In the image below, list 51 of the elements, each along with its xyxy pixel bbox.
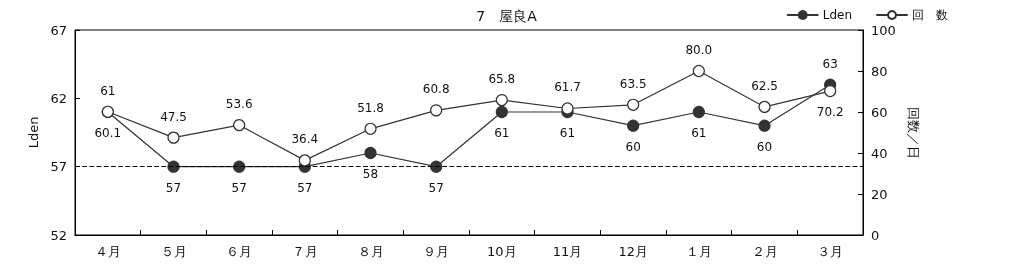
data-label: 61 — [559, 126, 576, 141]
data-label: 60.1 — [94, 125, 122, 140]
y2-axis-title: 回数／日 — [905, 106, 921, 159]
data-label: 60 — [625, 139, 641, 154]
data-label: 60 — [756, 139, 773, 154]
data-label: 61.7 — [554, 80, 581, 95]
data-label: 57 — [297, 180, 313, 195]
x-tick-label: ４月 — [94, 244, 121, 259]
data-label: 51.8 — [357, 100, 384, 115]
y2-tick-label: 40 — [871, 145, 888, 161]
y2-tick-label: 100 — [871, 22, 896, 38]
data-label: 61 — [100, 83, 116, 98]
y2-tick-label: 0 — [871, 227, 880, 243]
legend-label: Lden — [822, 8, 853, 22]
y2-tick-label: 80 — [871, 63, 888, 79]
data-label: 70.2 — [816, 105, 844, 120]
x-tick-label: １月 — [685, 244, 712, 259]
data-label: 57 — [428, 180, 444, 195]
data-label: 62.5 — [751, 78, 778, 93]
x-tick-label: ７月 — [291, 244, 318, 259]
y-tick-label: 52 — [50, 227, 67, 243]
legend-label: 回 数 — [912, 8, 948, 22]
x-tick-label: 11月 — [552, 244, 583, 259]
x-tick-label: ３月 — [817, 244, 844, 259]
data-label: 57 — [165, 180, 182, 195]
data-label: 61 — [691, 126, 707, 141]
y2-tick-label: 20 — [871, 186, 888, 202]
x-tick-label: ８月 — [357, 244, 384, 259]
data-label: 53.6 — [225, 97, 253, 112]
y-tick-label: 67 — [50, 22, 67, 38]
data-label: 61 — [494, 126, 510, 141]
x-tick-label: ６月 — [226, 244, 253, 259]
x-tick-label: 10月 — [487, 244, 517, 259]
data-label: 63.5 — [619, 76, 647, 91]
data-label: 80.0 — [685, 42, 713, 57]
data-label: 57 — [231, 180, 247, 195]
data-label: 60.8 — [422, 82, 450, 97]
chart-title: 7 屋良A — [476, 8, 538, 24]
data-label: 36.4 — [291, 132, 319, 147]
data-label: 63 — [822, 56, 838, 71]
data-label: 47.5 — [160, 109, 187, 124]
y2-tick-label: 60 — [871, 104, 888, 120]
x-tick-label: ２月 — [751, 244, 778, 259]
y-axis-title: Lden — [25, 116, 41, 149]
data-label: 58 — [362, 167, 379, 182]
x-tick-label: ５月 — [160, 244, 187, 259]
y-tick-label: 57 — [50, 159, 67, 175]
x-tick-label: 12月 — [618, 244, 648, 259]
y-tick-label: 62 — [50, 90, 67, 106]
x-tick-label: ９月 — [423, 244, 450, 259]
data-label: 65.8 — [488, 72, 516, 87]
